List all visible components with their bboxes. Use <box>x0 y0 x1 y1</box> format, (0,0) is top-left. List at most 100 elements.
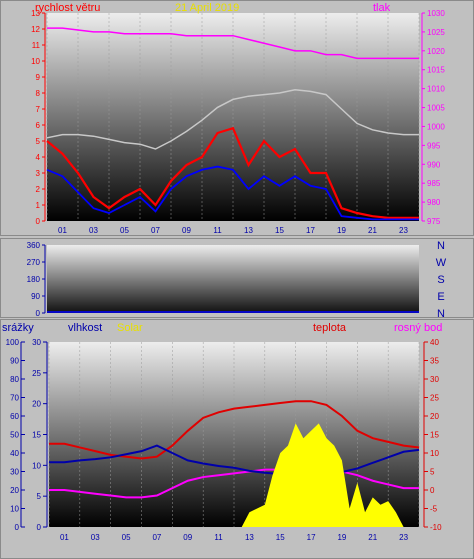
x-tick-label: 09 <box>182 226 191 235</box>
precip-axis-label: srážky <box>2 322 34 334</box>
compass-label: W <box>436 257 447 269</box>
right-tick-label: 1025 <box>427 28 445 37</box>
dew-point-axis-label: rosný bod <box>394 322 443 334</box>
left-tick-label: 10 <box>31 57 40 66</box>
x-tick-label: 19 <box>337 226 346 235</box>
precip-tick-label: 20 <box>10 486 19 495</box>
temperature-humidity-chart-svg: 0102030405060708090100051015202530-10-50… <box>6 338 442 542</box>
left-tick-label: 7 <box>36 105 41 114</box>
x-tick-label: 19 <box>337 533 346 542</box>
right-tick-label: 980 <box>427 198 441 207</box>
left-tick-label: 180 <box>27 275 41 284</box>
x-tick-label: 01 <box>58 226 67 235</box>
precip-tick-label: 40 <box>10 449 19 458</box>
x-tick-label: 11 <box>213 226 222 235</box>
precip-tick-label: 30 <box>10 468 19 477</box>
series-wind <box>46 126 419 219</box>
right-tick-label: 1020 <box>427 47 445 56</box>
x-tick-label: 09 <box>183 533 192 542</box>
right-tick-label: 990 <box>427 160 441 169</box>
series-pressure <box>47 27 419 60</box>
temperature-tick-label: -5 <box>430 505 438 514</box>
x-tick-label: 13 <box>245 533 254 542</box>
x-tick-label: 23 <box>399 533 408 542</box>
x-tick-label: 11 <box>214 533 223 542</box>
temperature-tick-label: 20 <box>430 412 439 421</box>
right-tick-label: 1010 <box>427 85 445 94</box>
x-tick-label: 21 <box>368 226 377 235</box>
precip-tick-label: 100 <box>6 338 20 347</box>
temperature-tick-label: 30 <box>430 375 439 384</box>
series-temp_line <box>46 89 419 150</box>
x-tick-label: 03 <box>91 533 100 542</box>
x-tick-label: 07 <box>152 533 161 542</box>
x-tick-label: 15 <box>275 226 284 235</box>
series-solar <box>241 423 404 527</box>
left-tick-label: 8 <box>36 89 41 98</box>
right-tick-label: 1000 <box>427 122 445 131</box>
precip-tick-label: 60 <box>10 412 19 421</box>
temperature-tick-label: 0 <box>430 486 435 495</box>
humidity-tick-label: 30 <box>32 338 41 347</box>
series-gust <box>46 165 419 221</box>
solar-axis-label: Solar <box>117 322 143 334</box>
x-tick-label: 05 <box>120 226 129 235</box>
chart-title: 21 April 2019 <box>175 2 240 14</box>
compass-label: E <box>437 291 444 303</box>
x-tick-label: 23 <box>399 226 408 235</box>
precip-tick-label: 50 <box>10 431 19 440</box>
right-tick-label: 975 <box>427 217 441 226</box>
pressure-axis-label: tlak <box>373 2 391 14</box>
temperature-tick-label: 15 <box>430 431 439 440</box>
humidity-tick-label: 20 <box>32 400 41 409</box>
precip-tick-label: 10 <box>10 505 19 514</box>
x-tick-label: 07 <box>151 226 160 235</box>
humidity-tick-label: 0 <box>37 523 42 532</box>
x-tick-label: 17 <box>307 533 316 542</box>
wind-direction-chart: 0 90 180 270 360 N W S E N <box>0 238 474 318</box>
left-tick-label: 12 <box>31 25 40 34</box>
x-tick-label: 15 <box>276 533 285 542</box>
humidity-tick-label: 15 <box>32 431 41 440</box>
temperature-tick-label: 10 <box>430 449 439 458</box>
right-tick-label: 995 <box>427 141 441 150</box>
wind-pressure-chart-svg: 0123456789101112139759809859909951000100… <box>31 9 445 235</box>
compass-label: N <box>437 240 445 252</box>
temperature-tick-label: 35 <box>430 357 439 366</box>
series-dew <box>49 466 419 499</box>
right-tick-label: 985 <box>427 179 441 188</box>
left-tick-label: 270 <box>27 258 41 267</box>
precip-tick-label: 70 <box>10 394 19 403</box>
left-tick-label: 90 <box>31 292 40 301</box>
x-tick-label: 01 <box>60 533 69 542</box>
temperature-axis-label: teplota <box>313 322 347 334</box>
left-tick-label: 0 <box>36 217 41 226</box>
temperature-tick-label: -10 <box>430 523 442 532</box>
x-tick-label: 03 <box>89 226 98 235</box>
x-tick-label: 17 <box>306 226 315 235</box>
wind-pressure-chart: 0 1 2 3 4 5 6 7 8 9 10 11 12 13 975 980 985 990 995 1000 100… <box>0 0 474 236</box>
plot-area <box>47 245 419 313</box>
precip-tick-label: 80 <box>10 375 19 384</box>
x-tick-label: 05 <box>122 533 131 542</box>
left-tick-label: 4 <box>36 153 41 162</box>
left-tick-label: 6 <box>36 121 41 130</box>
precip-tick-label: 90 <box>10 357 19 366</box>
series-humidity <box>49 444 420 477</box>
left-tick-label: 13 <box>31 9 40 18</box>
temperature-tick-label: 25 <box>430 394 439 403</box>
left-tick-label: 9 <box>36 73 41 82</box>
series-temp <box>49 400 420 460</box>
left-tick-label: 360 <box>27 241 41 250</box>
right-tick-label: 1030 <box>427 9 445 18</box>
right-tick-label: 1005 <box>427 104 445 113</box>
precip-tick-label: 0 <box>15 523 20 532</box>
x-tick-label: 21 <box>368 533 377 542</box>
left-tick-label: 2 <box>36 185 41 194</box>
humidity-tick-label: 25 <box>32 369 41 378</box>
x-tick-label: 13 <box>244 226 253 235</box>
compass-label: N <box>437 308 445 317</box>
right-tick-label: 1015 <box>427 66 445 75</box>
compass-label: S <box>437 274 444 286</box>
